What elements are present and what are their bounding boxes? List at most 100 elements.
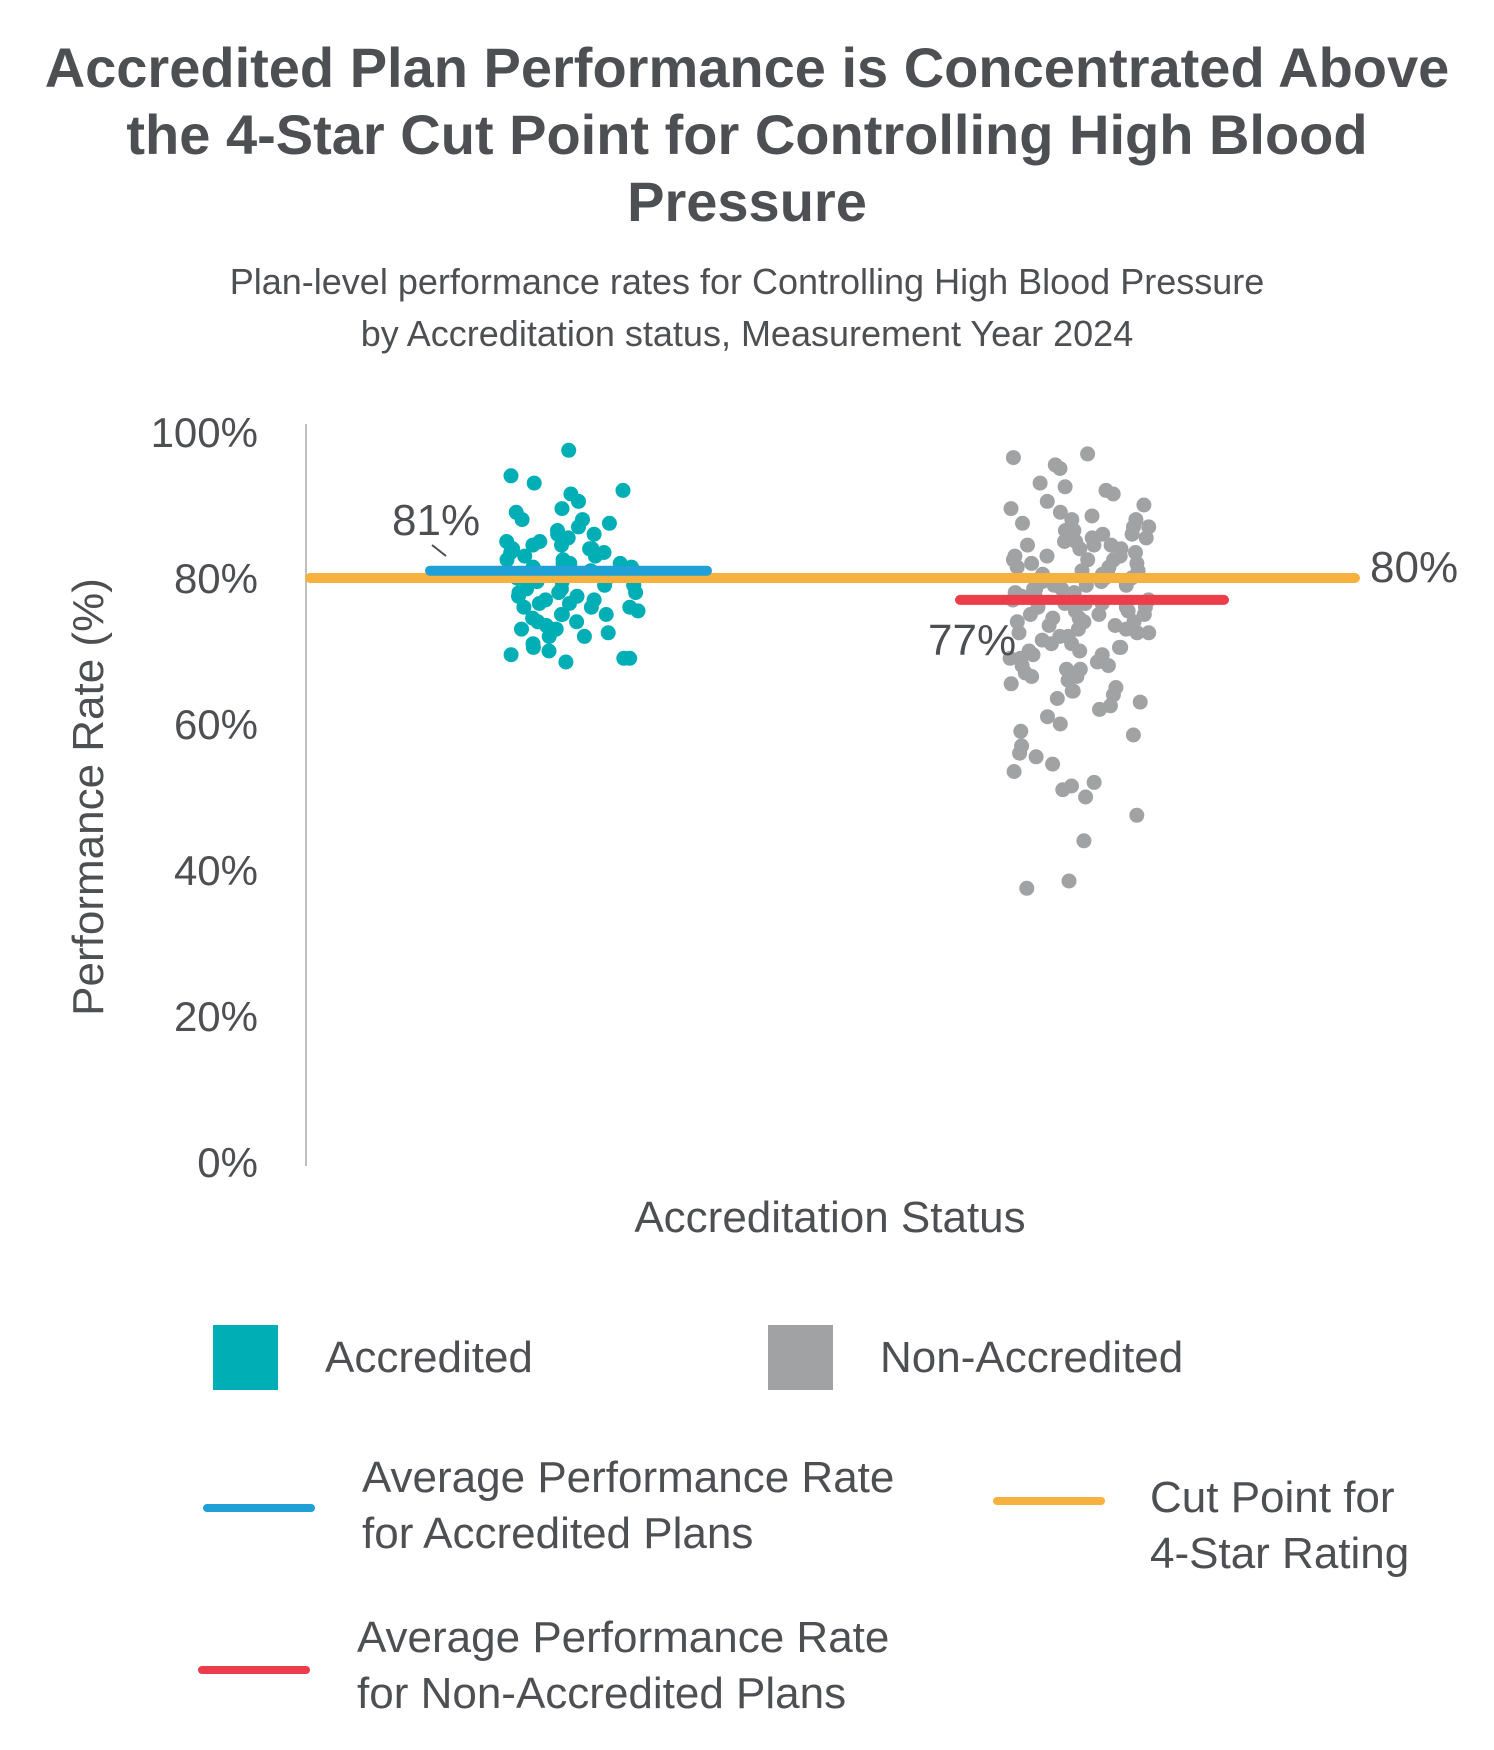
data-point bbox=[1138, 530, 1154, 546]
data-point bbox=[530, 614, 546, 630]
data-point bbox=[561, 442, 577, 458]
y-tick-label: 80% bbox=[174, 555, 258, 602]
data-point bbox=[1128, 545, 1143, 560]
data-point bbox=[1043, 636, 1059, 652]
data-point bbox=[1126, 519, 1141, 535]
data-point bbox=[600, 625, 616, 641]
data-point bbox=[1136, 497, 1152, 513]
subtitle-line-1: Plan-level performance rates for Control… bbox=[229, 261, 1265, 302]
legend-avg-accredited-line1: Average Performance Rate bbox=[362, 1453, 895, 1502]
data-point bbox=[503, 647, 519, 663]
y-tick-label: 40% bbox=[174, 847, 258, 894]
legend-line-avg-accredited bbox=[203, 1504, 315, 1512]
data-point bbox=[615, 482, 631, 498]
data-point bbox=[558, 654, 574, 670]
data-point bbox=[1015, 515, 1030, 531]
data-point bbox=[525, 636, 541, 652]
data-point bbox=[1039, 548, 1055, 564]
data-point bbox=[616, 650, 632, 666]
data-point bbox=[1052, 461, 1068, 476]
data-point bbox=[1049, 691, 1065, 706]
legend-label-non-accredited: Non-Accredited bbox=[880, 1333, 1184, 1382]
data-point bbox=[1094, 647, 1110, 663]
data-point bbox=[576, 628, 592, 644]
data-point bbox=[569, 614, 585, 630]
data-point bbox=[1028, 749, 1044, 765]
data-point bbox=[1132, 694, 1148, 710]
data-point bbox=[561, 596, 577, 611]
data-point bbox=[1055, 782, 1071, 798]
data-point bbox=[1136, 607, 1152, 622]
data-point bbox=[1129, 807, 1145, 823]
cut-point-label: 80% bbox=[1370, 543, 1458, 592]
data-point bbox=[596, 545, 612, 560]
avg-non-accredited-label: 77% bbox=[928, 616, 1016, 665]
data-point bbox=[1072, 541, 1088, 557]
y-tick-label: 60% bbox=[174, 701, 258, 748]
data-point bbox=[1039, 493, 1055, 509]
data-point bbox=[1105, 486, 1121, 502]
data-point bbox=[1013, 650, 1029, 666]
data-point bbox=[554, 501, 570, 517]
data-point bbox=[1061, 873, 1077, 889]
data-point bbox=[1086, 774, 1102, 790]
legend-avg-accredited-line2: for Accredited Plans bbox=[362, 1509, 754, 1558]
data-point bbox=[1086, 537, 1102, 553]
chart-title: Accredited Plan Performance is Concentra… bbox=[44, 36, 1450, 233]
data-point bbox=[1095, 526, 1111, 542]
data-point bbox=[622, 599, 638, 615]
data-point bbox=[1045, 756, 1061, 772]
data-point bbox=[554, 537, 569, 553]
data-point bbox=[1011, 625, 1027, 641]
data-point bbox=[1019, 880, 1035, 896]
data-point bbox=[1002, 650, 1018, 666]
data-point bbox=[526, 475, 542, 491]
y-axis-title: Performance Rate (%) bbox=[64, 578, 113, 1016]
subtitle-line-2: by Accreditation status, Measurement Yea… bbox=[360, 313, 1134, 354]
data-point bbox=[1129, 625, 1145, 641]
legend-avg-non-accredited-line1: Average Performance Rate bbox=[357, 1613, 890, 1662]
data-point bbox=[1025, 647, 1041, 663]
avg-accredited-leader bbox=[431, 544, 447, 557]
data-point bbox=[586, 526, 602, 542]
legend-line-avg-non-accredited bbox=[198, 1666, 310, 1674]
data-point bbox=[598, 607, 614, 622]
data-point bbox=[1006, 764, 1022, 779]
legend-label-avg-accredited: Average Performance Rate for Accredited … bbox=[362, 1450, 894, 1562]
y-axis-ticks: 0% 20% 40% 60% 80% 100% bbox=[151, 409, 258, 1186]
data-point bbox=[1032, 475, 1048, 491]
data-point bbox=[499, 534, 515, 549]
y-tick-label: 20% bbox=[174, 993, 258, 1040]
data-point bbox=[1076, 614, 1092, 630]
legend-label-accredited: Accredited bbox=[325, 1333, 533, 1382]
legend-swatch-non-accredited bbox=[768, 1325, 833, 1390]
data-point bbox=[511, 588, 526, 604]
data-point bbox=[1076, 833, 1092, 849]
data-point bbox=[628, 585, 644, 601]
y-tick-label: 100% bbox=[151, 409, 258, 456]
data-point bbox=[1067, 603, 1083, 619]
data-point bbox=[1092, 701, 1107, 717]
data-point bbox=[1003, 676, 1019, 692]
data-point bbox=[525, 537, 541, 553]
legend-cut-point-line2: 4-Star Rating bbox=[1150, 1529, 1410, 1578]
data-point bbox=[1045, 610, 1061, 626]
chart-subtitle: Plan-level performance rates for Control… bbox=[60, 256, 1434, 360]
scatter-plot: 0% 20% 40% 60% 80% 100% 81% 77% 80% Performance… bbox=[64, 409, 1458, 1242]
data-point bbox=[1005, 450, 1021, 466]
data-point bbox=[553, 607, 569, 622]
data-point bbox=[553, 581, 569, 597]
data-point bbox=[548, 621, 564, 637]
data-point bbox=[503, 468, 519, 484]
data-point bbox=[1125, 727, 1141, 743]
data-point bbox=[1052, 504, 1068, 520]
data-point bbox=[1103, 537, 1119, 553]
data-point bbox=[541, 643, 557, 659]
legend-label-avg-non-accredited: Average Performance Rate for Non-Accredi… bbox=[357, 1610, 889, 1722]
data-point bbox=[555, 552, 571, 568]
reference-lines bbox=[305, 565, 1360, 605]
y-tick-label: 0% bbox=[197, 1139, 258, 1186]
data-point bbox=[1107, 618, 1123, 633]
data-point bbox=[563, 486, 579, 502]
data-point bbox=[583, 599, 599, 615]
